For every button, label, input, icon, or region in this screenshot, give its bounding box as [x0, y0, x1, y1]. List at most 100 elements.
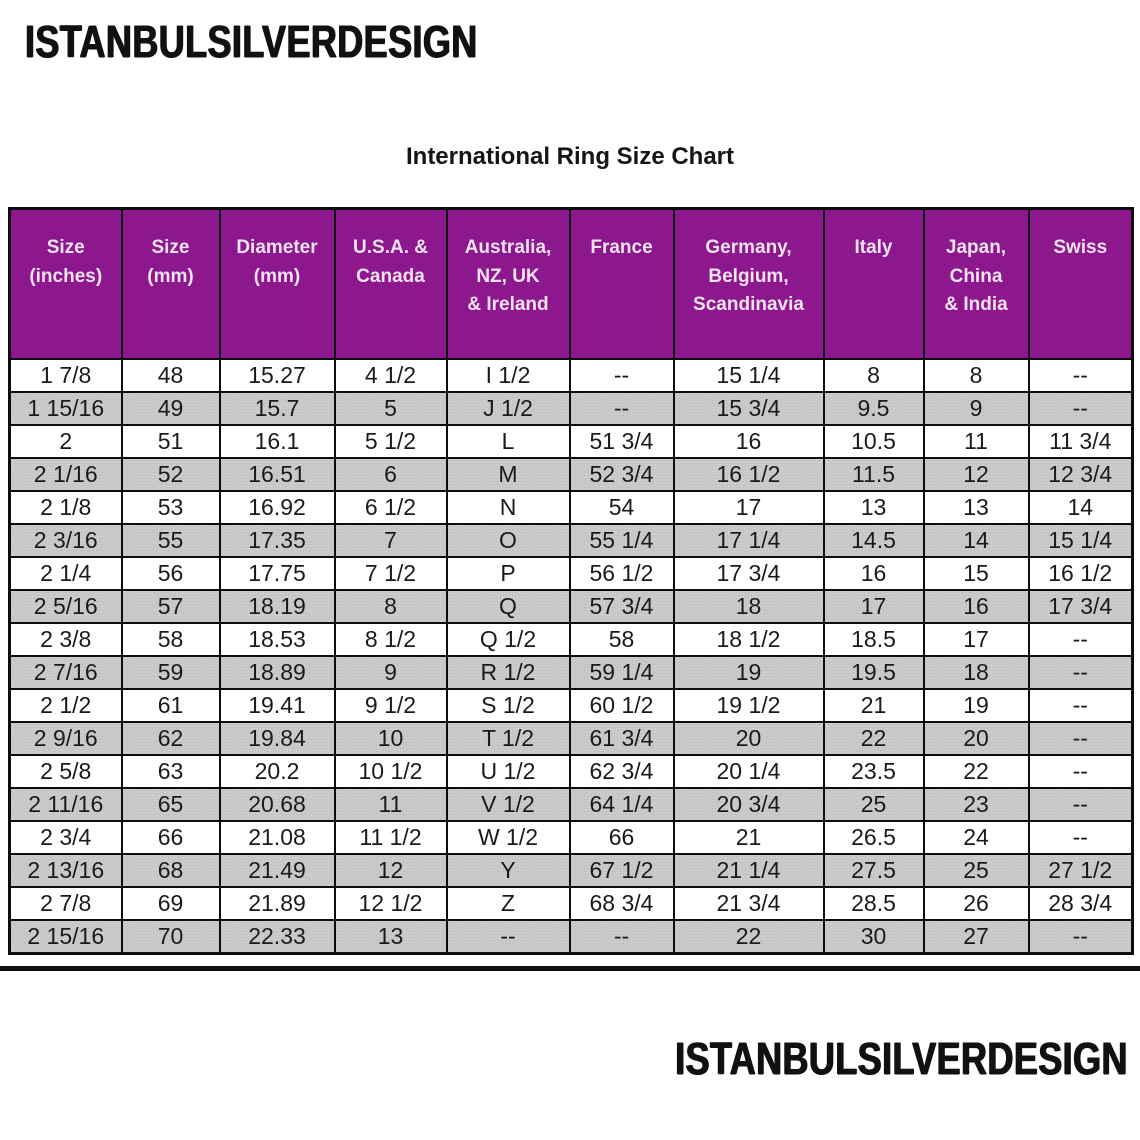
table-cell: 21: [822, 688, 925, 723]
table-cell: 15 3/4: [672, 391, 825, 426]
table-row: 2 9/16 62 19.84 10 T 1/2 61 3/4 20 22 20 --: [8, 721, 1134, 756]
table-cell: --: [568, 919, 675, 955]
table-cell: U 1/2: [445, 754, 571, 789]
table-cell: --: [1027, 358, 1134, 393]
table-cell: 49: [120, 391, 221, 426]
table-cell: 25: [922, 853, 1030, 888]
table-body: 1 7/8 48 15.27 4 1/2 I 1/2 -- 15 1/4 8 8 -- 1 15/1…: [8, 358, 1134, 955]
table-cell: Q 1/2: [445, 622, 571, 657]
table-cell: V 1/2: [445, 787, 571, 822]
table-row: 2 13/16 68 21.49 12 Y 67 1/2 21 1/4 27.5 25 27 1/…: [8, 853, 1134, 888]
table-cell: 8: [922, 358, 1030, 393]
table-cell: 16 1/2: [1027, 556, 1134, 591]
table-cell: L: [445, 424, 571, 459]
table-cell: 22: [822, 721, 925, 756]
table-cell: 19.41: [218, 688, 336, 723]
table-cell: 19 1/2: [672, 688, 825, 723]
table-row: 2 5/8 63 20.2 10 1/2 U 1/2 62 3/4 20 1/4 23.5 22…: [8, 754, 1134, 789]
table-cell: 20: [922, 721, 1030, 756]
table-cell: 48: [120, 358, 221, 393]
table-cell: 56 1/2: [568, 556, 675, 591]
table-cell: 2 7/16: [8, 655, 123, 690]
table-cell: 2: [8, 424, 123, 459]
table-cell: 2 1/16: [8, 457, 123, 492]
table-cell: 20 3/4: [672, 787, 825, 822]
table-cell: 12: [333, 853, 448, 888]
table-cell: 68: [120, 853, 221, 888]
table-cell: 4 1/2: [333, 358, 448, 393]
table-cell: 51: [120, 424, 221, 459]
table-cell: 55: [120, 523, 221, 558]
table-row: 2 3/8 58 18.53 8 1/2 Q 1/2 58 18 1/2 18.5 17 --: [8, 622, 1134, 657]
table-cell: 2 3/8: [8, 622, 123, 657]
table-cell: 19.5: [822, 655, 925, 690]
table-cell: 15.7: [218, 391, 336, 426]
table-cell: 27.5: [822, 853, 925, 888]
table-cell: 9: [333, 655, 448, 690]
table-cell: 55 1/4: [568, 523, 675, 558]
table-cell: 9 1/2: [333, 688, 448, 723]
table-cell: 19: [922, 688, 1030, 723]
table-cell: --: [1027, 622, 1134, 657]
table-cell: 11: [922, 424, 1030, 459]
table-cell: 11.5: [822, 457, 925, 492]
table-cell: 13: [922, 490, 1030, 525]
table-cell: 14: [1027, 490, 1134, 525]
table-cell: 9: [922, 391, 1030, 426]
table-cell: 30: [822, 919, 925, 955]
table-cell: 20: [672, 721, 825, 756]
table-cell: 28.5: [822, 886, 925, 921]
table-cell: --: [1027, 688, 1134, 723]
table-row: 2 7/16 59 18.89 9 R 1/2 59 1/4 19 19.5 18 --: [8, 655, 1134, 690]
table-cell: 67 1/2: [568, 853, 675, 888]
table-cell: 21 1/4: [672, 853, 825, 888]
table-cell: 27: [922, 919, 1030, 955]
table-cell: 16 1/2: [672, 457, 825, 492]
table-cell: 53: [120, 490, 221, 525]
table-cell: 22.33: [218, 919, 336, 955]
table-cell: 10.5: [822, 424, 925, 459]
table-cell: 69: [120, 886, 221, 921]
table-cell: 68 3/4: [568, 886, 675, 921]
table-row: 2 3/4 66 21.08 11 1/2 W 1/2 66 21 26.5 24 --: [8, 820, 1134, 855]
table-cell: --: [1027, 721, 1134, 756]
table-cell: T 1/2: [445, 721, 571, 756]
table-cell: 20.2: [218, 754, 336, 789]
table-cell: 8: [822, 358, 925, 393]
table-cell: N: [445, 490, 571, 525]
ring-size-table: Size (inches) Size (mm) Diameter (mm) U.S.A…: [8, 207, 1134, 955]
table-cell: J 1/2: [445, 391, 571, 426]
table-cell: 9.5: [822, 391, 925, 426]
table-cell: 2 1/4: [8, 556, 123, 591]
table-cell: 61: [120, 688, 221, 723]
table-cell: W 1/2: [445, 820, 571, 855]
table-cell: 1 15/16: [8, 391, 123, 426]
table-cell: 17 3/4: [672, 556, 825, 591]
table-cell: 52 3/4: [568, 457, 675, 492]
table-cell: 2 5/8: [8, 754, 123, 789]
table-cell: --: [1027, 391, 1134, 426]
column-header: U.S.A. & Canada: [333, 207, 448, 360]
table-cell: 18.5: [822, 622, 925, 657]
table-cell: 25: [822, 787, 925, 822]
table-cell: 58: [568, 622, 675, 657]
brand-logo-bottom: ISTANBULSILVERDESIGN: [675, 1033, 1128, 1084]
table-cell: 59: [120, 655, 221, 690]
table-cell: 21: [672, 820, 825, 855]
table-cell: 11 3/4: [1027, 424, 1134, 459]
table-cell: --: [568, 391, 675, 426]
table-cell: 2 13/16: [8, 853, 123, 888]
table-cell: 23: [922, 787, 1030, 822]
table-cell: 26.5: [822, 820, 925, 855]
table-cell: 15.27: [218, 358, 336, 393]
column-header: Germany, Belgium, Scandinavia: [672, 207, 825, 360]
table-cell: Y: [445, 853, 571, 888]
table-cell: 12: [922, 457, 1030, 492]
brand-logo-top: ISTANBULSILVERDESIGN: [25, 16, 478, 67]
table-cell: 20 1/4: [672, 754, 825, 789]
table-row: 1 15/16 49 15.7 5 J 1/2 -- 15 3/4 9.5 9 --: [8, 391, 1134, 426]
table-cell: --: [1027, 919, 1134, 955]
table-cell: 2 3/4: [8, 820, 123, 855]
table-cell: 11: [333, 787, 448, 822]
table-cell: 18.89: [218, 655, 336, 690]
